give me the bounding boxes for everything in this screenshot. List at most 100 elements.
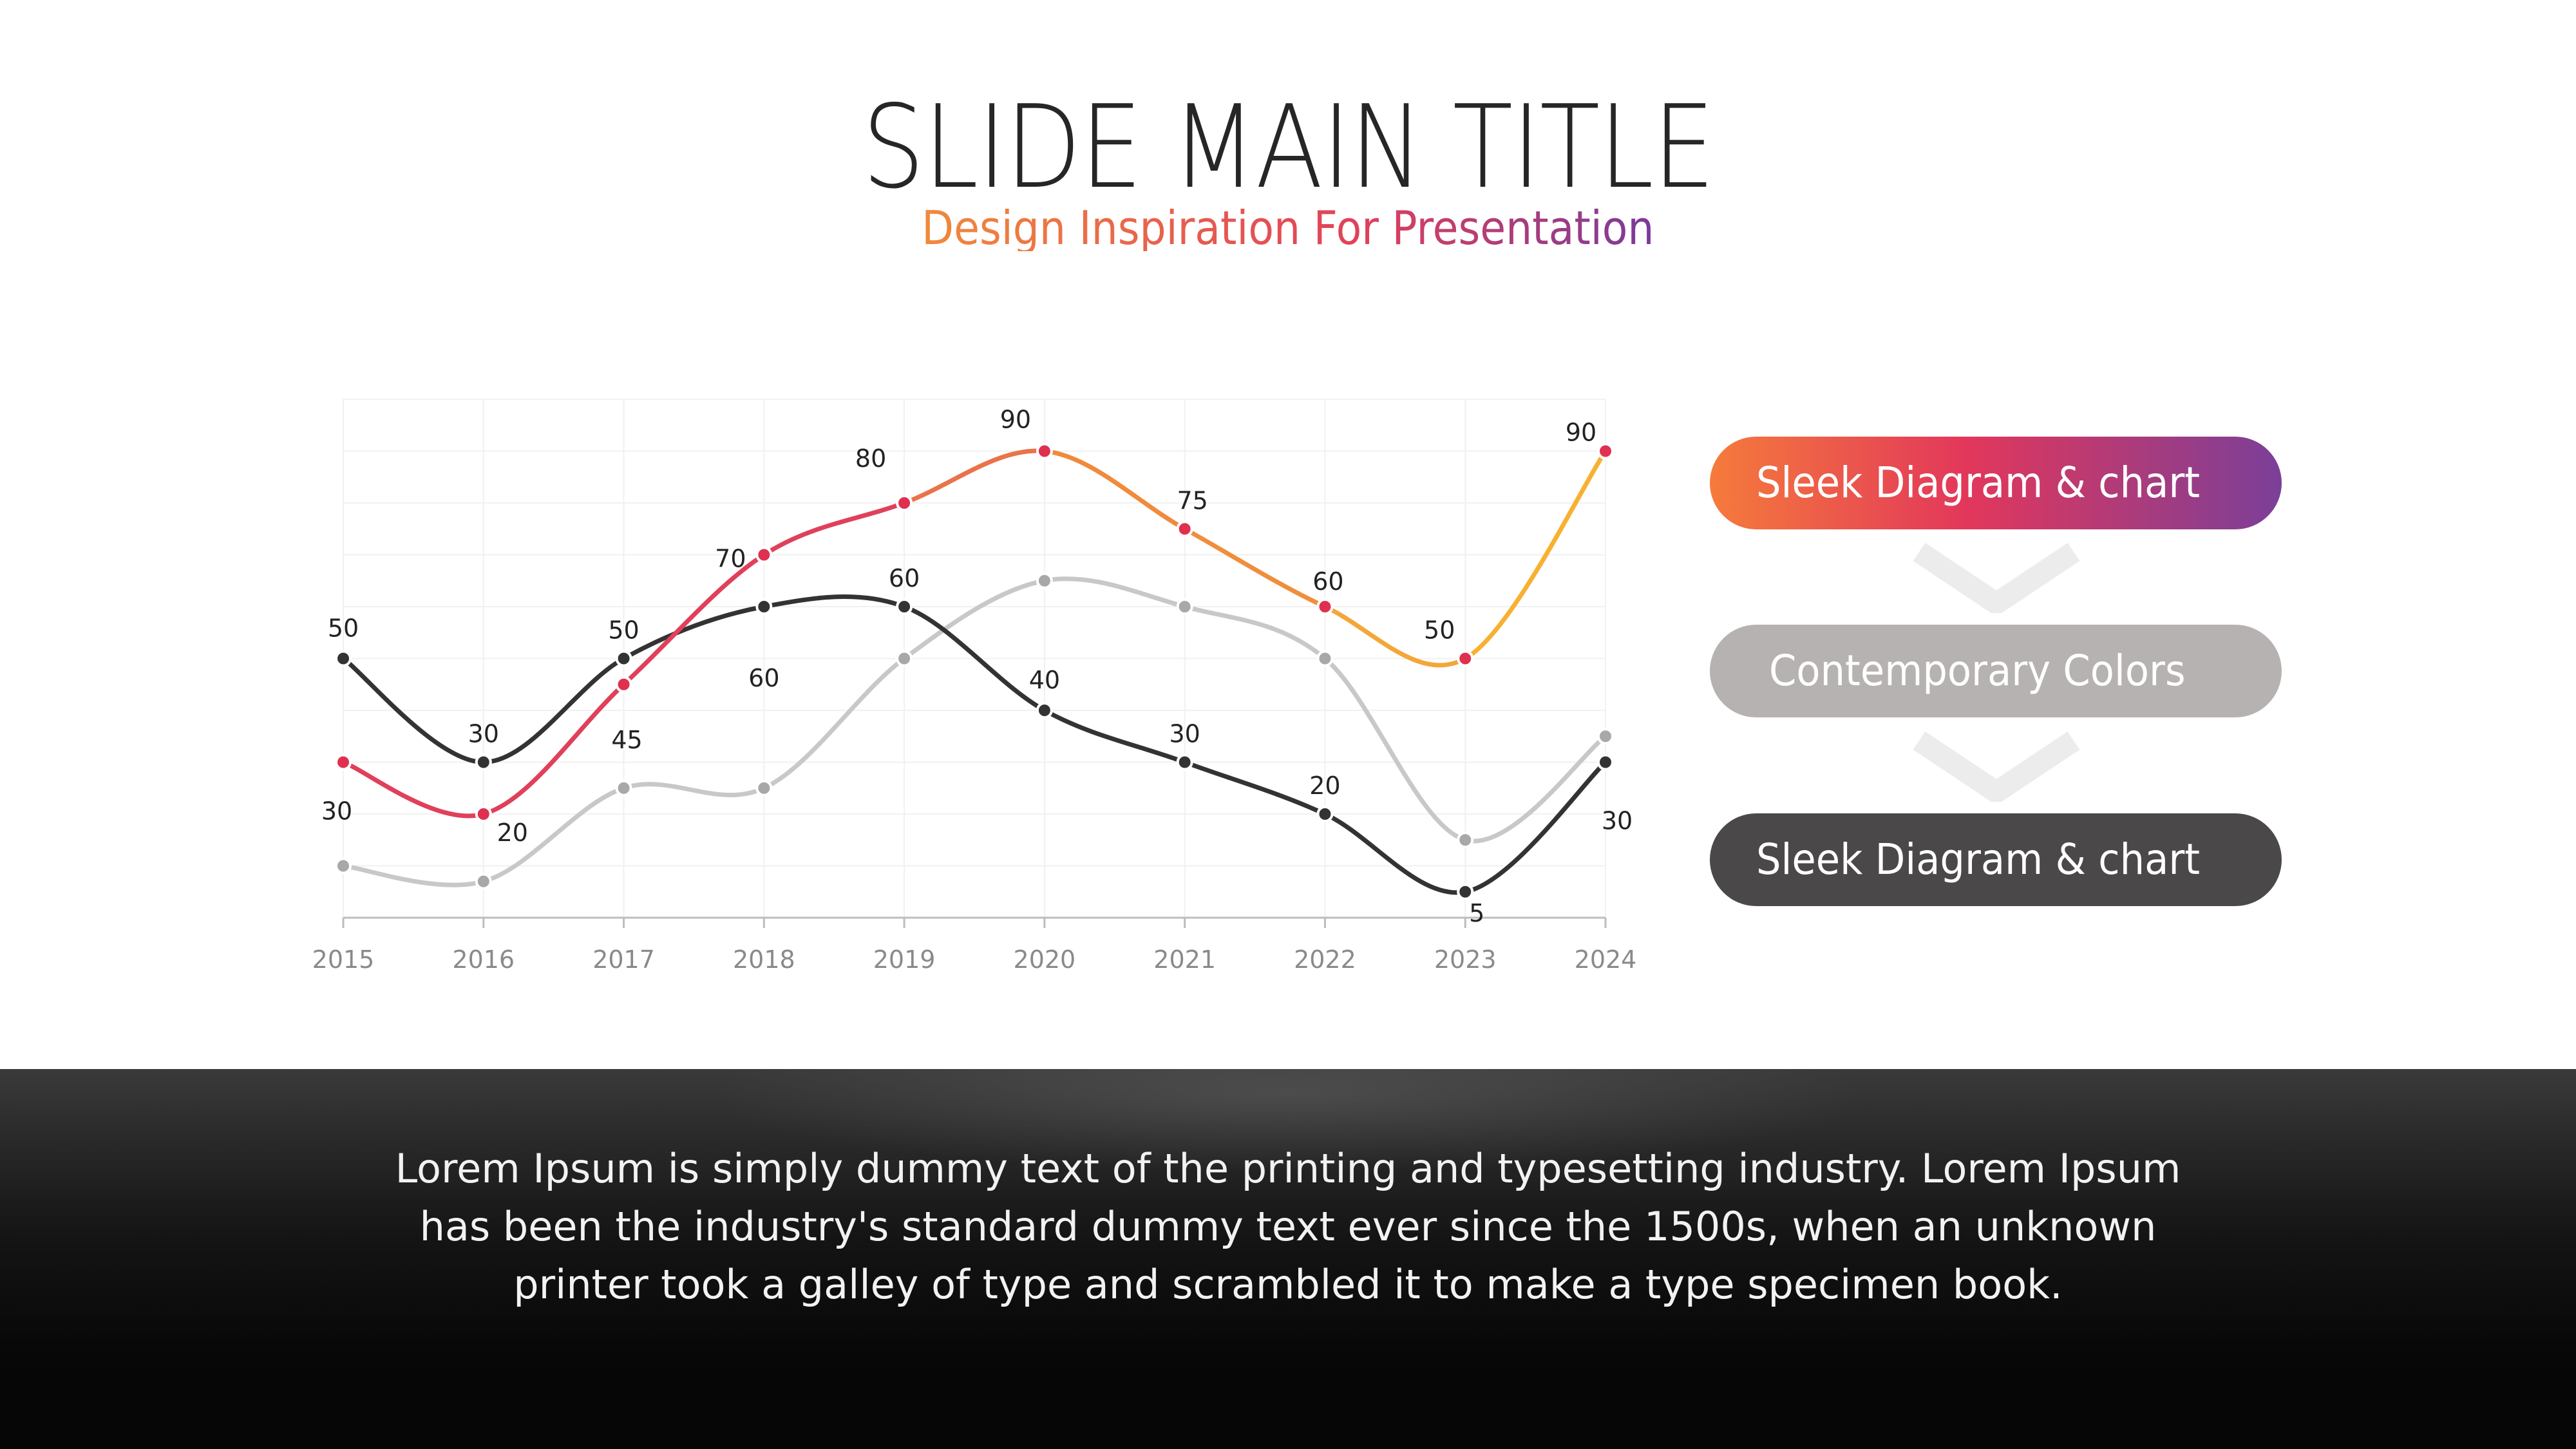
slide-subtitle-text: Design Inspiration For Presentation [922, 201, 1654, 255]
series-2-label: 5 [1469, 899, 1484, 927]
series-1-point [335, 753, 352, 771]
x-tick-label: 2017 [592, 945, 655, 974]
series-3-line [902, 578, 1047, 661]
series-2-label: 40 [1029, 666, 1060, 694]
series-2-line [341, 656, 486, 764]
series-1-label: 50 [1424, 616, 1455, 645]
series-3-point [1457, 831, 1474, 849]
series-2-line [621, 604, 766, 661]
chart-axes [342, 916, 1607, 928]
series-2-label: 60 [889, 564, 920, 592]
chart-x-ticks: 2015 2016 2017 2018 2019 2020 2021 2022 2023 2024 [312, 945, 1637, 974]
chart-points [335, 442, 1614, 900]
slide-subtitle: Design Inspiration For Presentation [0, 205, 2576, 251]
series-2-line [1182, 760, 1327, 817]
series-2-label: 50 [328, 614, 359, 643]
series-3-line [761, 656, 907, 791]
series-1-label: 75 [1177, 486, 1208, 515]
slide-title: SLIDE MAIN TITLE [862, 80, 1715, 214]
series-3-point [1316, 650, 1334, 667]
series-3-point [615, 779, 632, 797]
series-3-point [1597, 728, 1614, 745]
series-2-label: 20 [1309, 772, 1340, 800]
series-1-point [896, 495, 913, 511]
series-3-point [1036, 572, 1053, 589]
series-1-line [761, 500, 907, 557]
series-2-line [481, 656, 627, 764]
chevron-down-icon [1913, 542, 2080, 613]
series-1-label: 60 [1312, 567, 1343, 596]
x-tick-label: 2019 [873, 945, 936, 974]
series-2-line [1042, 708, 1188, 764]
series-2-point [755, 598, 773, 615]
series-1-point [1036, 442, 1053, 460]
x-tick-label: 2022 [1294, 945, 1356, 974]
series-2-point [1036, 702, 1053, 719]
series-2-label: 30 [1602, 807, 1633, 835]
series-1-point [1597, 442, 1614, 460]
series-1-line [341, 760, 486, 819]
series-1-line [1042, 449, 1188, 531]
series-1-line [1463, 449, 1608, 661]
series-1-label: 30 [321, 797, 352, 826]
series-1-point [1457, 650, 1474, 667]
series-3-point [755, 779, 773, 797]
series-3-point [475, 873, 492, 890]
series-2-line [902, 604, 1047, 713]
series-3-point [335, 857, 352, 875]
x-tick-label: 2015 [312, 945, 375, 974]
series-1-label: 45 [611, 726, 642, 754]
series-2-line [761, 594, 907, 609]
step-pill-1: Sleek Diagram & chart [1710, 437, 2282, 529]
footer-text: Lorem Ipsum is simply dummy text of the … [395, 1145, 2181, 1308]
series-3-point [896, 650, 913, 667]
series-3-point [1176, 598, 1193, 615]
series-1-label: 20 [497, 819, 528, 847]
series-3-line [1042, 576, 1188, 609]
step-pill-1-label: Sleek Diagram & chart [1756, 458, 2201, 507]
series-3-line [1182, 604, 1327, 661]
series-2-point [615, 650, 632, 667]
footer-banner: Lorem Ipsum is simply dummy text of the … [0, 1069, 2576, 1449]
chart-lines [341, 448, 1608, 895]
series-1-line [481, 682, 627, 817]
step-pill-2: Contemporary Colors [1710, 625, 2282, 717]
series-1-point [1316, 598, 1334, 615]
series-2-label: 30 [468, 720, 499, 748]
x-tick-label: 2024 [1575, 945, 1637, 974]
series-1-line [1322, 604, 1468, 668]
x-tick-label: 2018 [733, 945, 795, 974]
series-2-point [475, 753, 492, 771]
series-1-point [755, 546, 773, 564]
series-2-point [896, 598, 913, 615]
series-2-label: 30 [1169, 720, 1200, 748]
series-2-label: 60 [748, 664, 779, 692]
series-2-point [1316, 806, 1334, 822]
step-pill-3-label: Sleek Diagram & chart [1756, 835, 2201, 884]
chart-labels: 30 20 45 70 80 90 75 60 50 90 50 30 50 60 60 40 30 20 5 30 [321, 406, 1633, 927]
line-chart: 30 20 45 70 80 90 75 60 50 90 50 30 50 60 60 40 30 20 530 … [312, 399, 1637, 974]
series-1-line [621, 553, 766, 687]
step-pill-3: Sleek Diagram & chart [1710, 813, 2282, 906]
series-2-point [335, 650, 352, 667]
x-tick-label: 2016 [452, 945, 515, 974]
series-1-label: 70 [715, 545, 746, 573]
series-3-line [1463, 734, 1608, 844]
series-1-line [1182, 526, 1327, 609]
series-3-line [1322, 656, 1468, 842]
chevron-down-icon [1913, 731, 2080, 802]
series-1-point [1176, 520, 1193, 538]
series-2-point [1597, 753, 1614, 771]
series-2-label: 50 [608, 616, 639, 645]
series-2-point [1176, 753, 1193, 771]
x-tick-label: 2020 [1014, 945, 1076, 974]
series-3-line [481, 786, 627, 884]
series-1-label: 80 [855, 444, 886, 473]
series-1-label: 90 [1566, 419, 1596, 447]
series-3-line [621, 782, 766, 798]
series-1-point [475, 806, 492, 822]
footer-haze [0, 1069, 2576, 1262]
series-1-label: 90 [1000, 406, 1031, 434]
series-3-line [341, 864, 486, 887]
x-tick-label: 2023 [1434, 945, 1497, 974]
